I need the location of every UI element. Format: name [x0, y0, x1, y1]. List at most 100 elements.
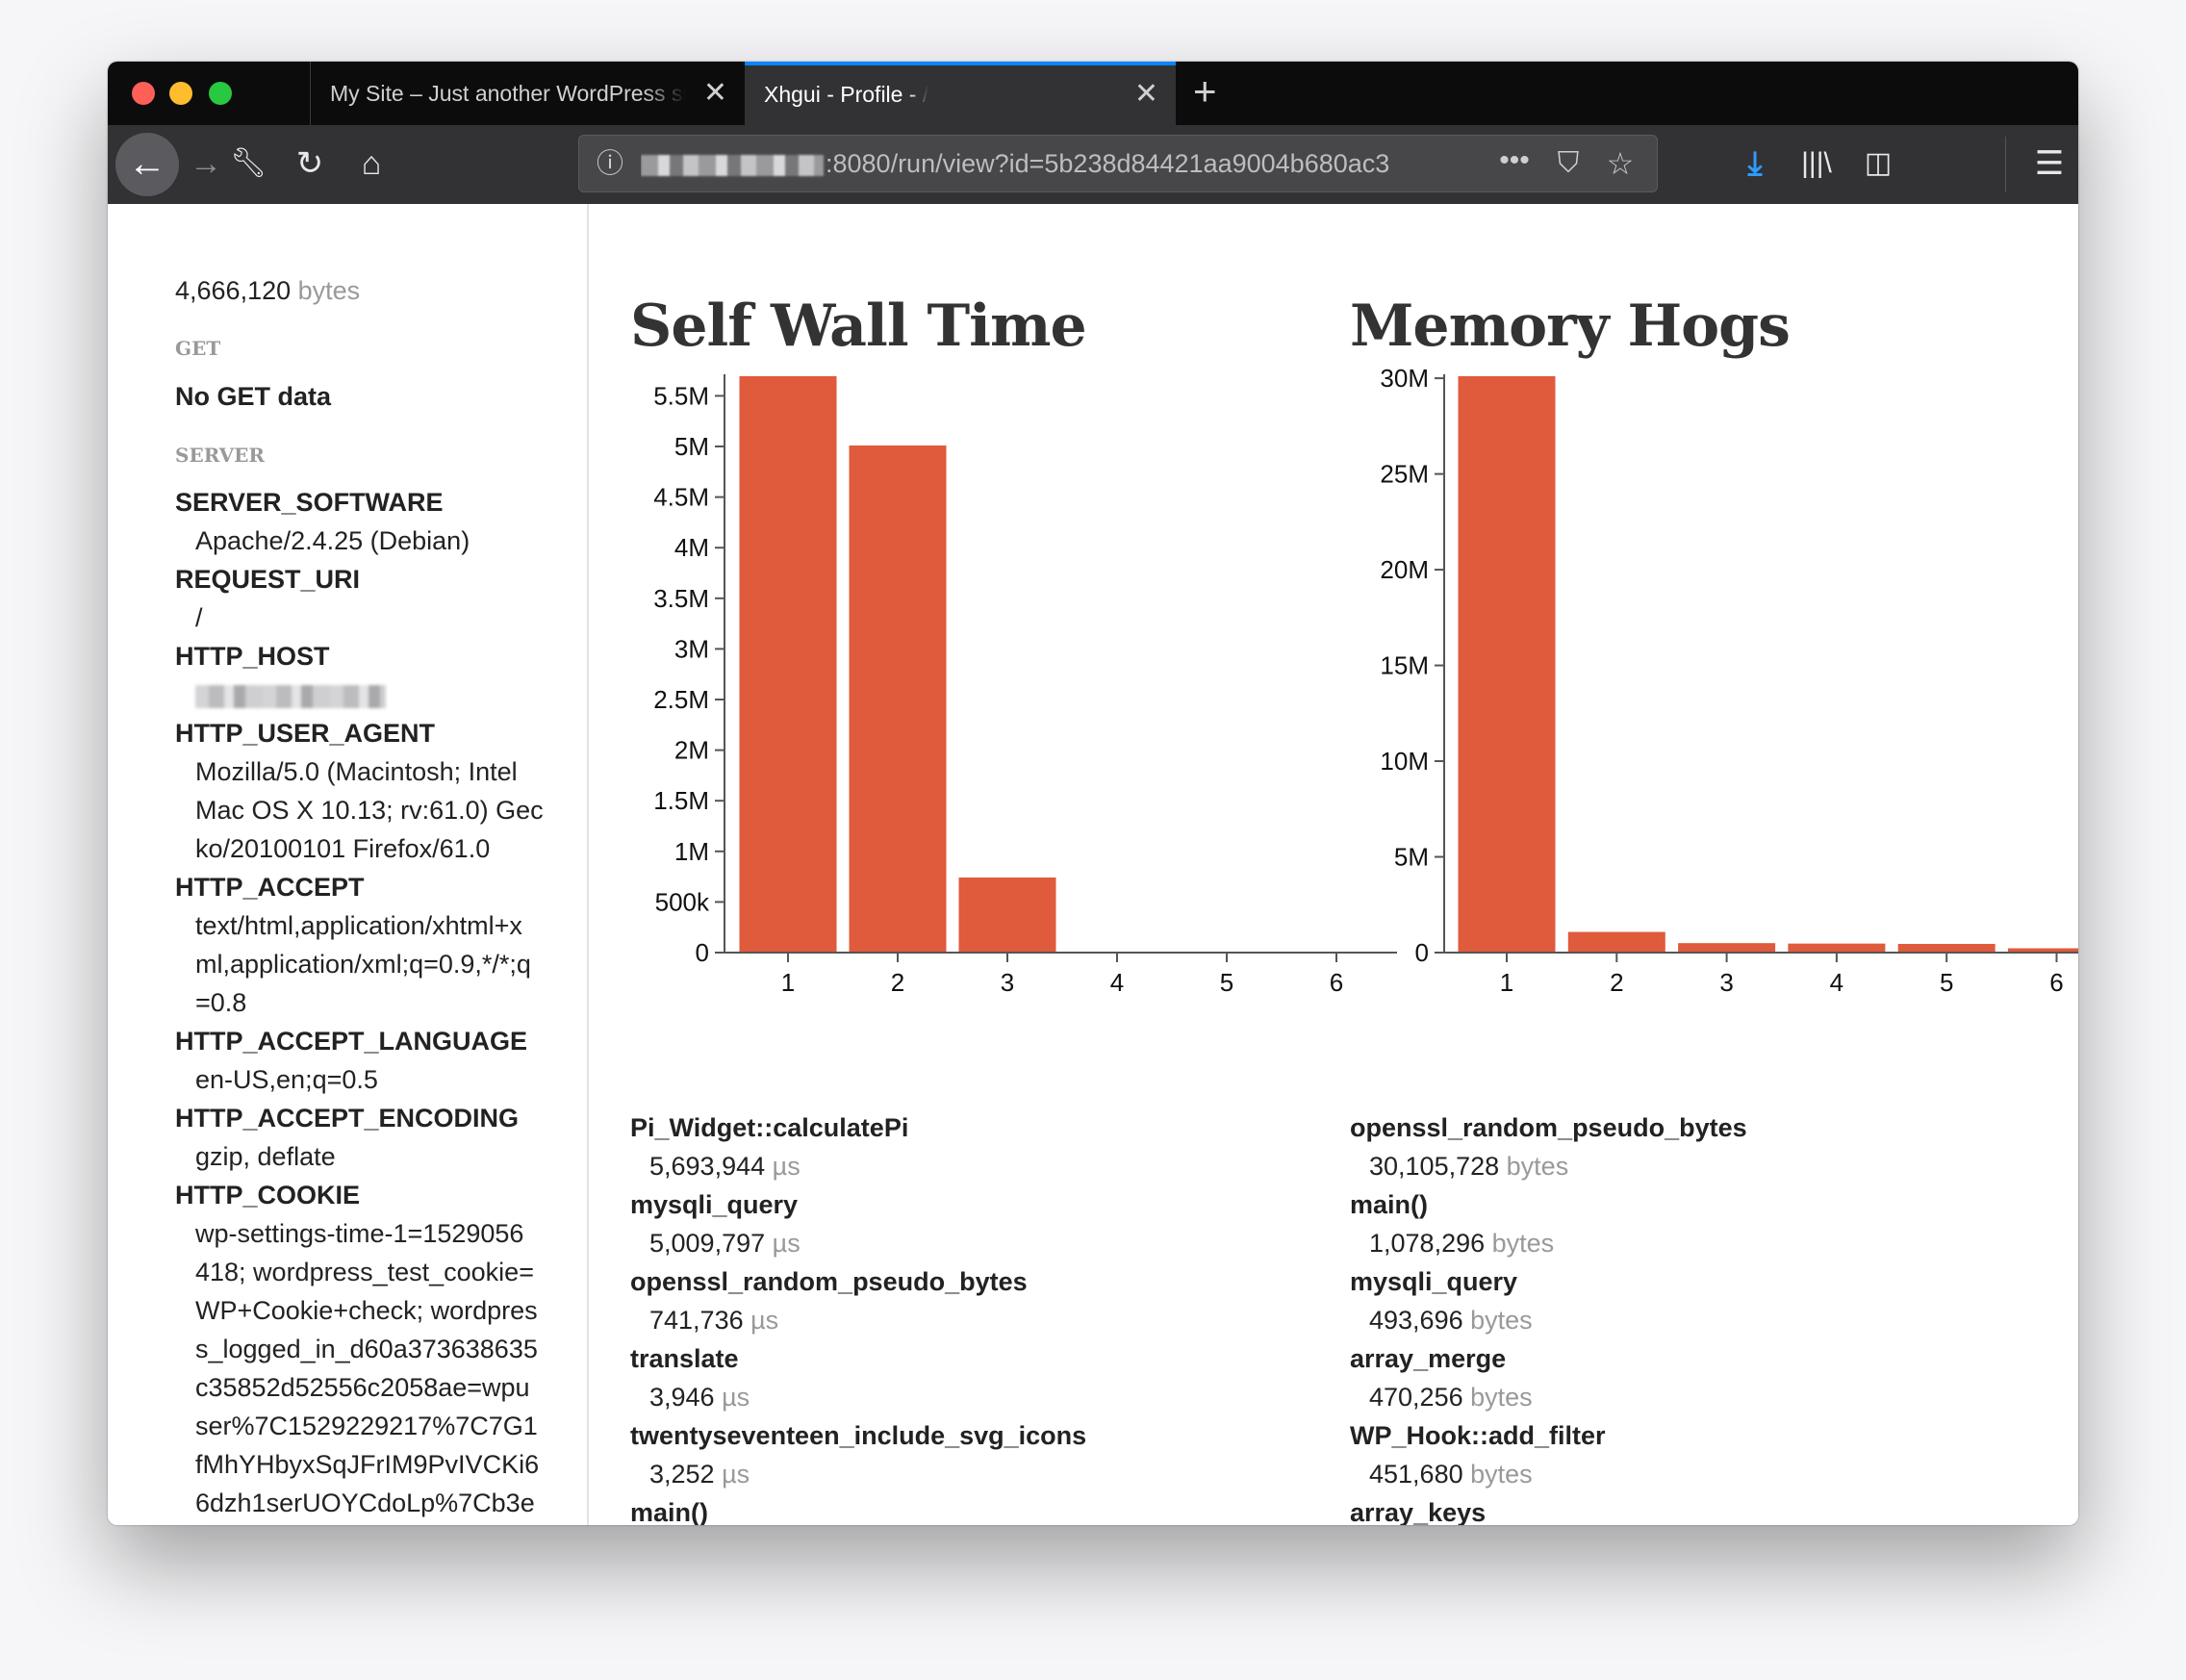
home-icon[interactable]: ⌂	[361, 145, 382, 182]
sidebar-icon[interactable]: ◫	[1864, 147, 1893, 179]
tab-bar: My Site – Just another WordPress site ✕ …	[108, 62, 2078, 125]
tab-my-site[interactable]: My Site – Just another WordPress site ✕	[310, 62, 745, 125]
function-value: 470,256 bytes	[1350, 1378, 1747, 1416]
metric-unit: bytes	[1506, 1152, 1569, 1181]
function-name[interactable]: array_keys	[1350, 1498, 1487, 1525]
server-value: Apache/2.4.25 (Debian)	[195, 526, 470, 555]
y-tick-label: 500k	[655, 887, 710, 916]
bar	[1458, 376, 1556, 953]
bar	[1788, 943, 1886, 953]
server-value: 418; wordpress_test_cookie=	[195, 1258, 534, 1286]
nav-toolbar: ← → 🔧︎ ↻ ⌂ ⓘ :8080/run/view?id=5b238d844…	[108, 125, 2078, 204]
metric-unit: µs	[722, 1383, 750, 1412]
metric-value: 1,078,296	[1369, 1229, 1486, 1258]
function-name[interactable]: array_merge	[1350, 1344, 1507, 1373]
back-icon[interactable]: ←	[115, 133, 179, 196]
memory-usage: 4,666,120 bytes	[175, 271, 360, 310]
y-tick-label: 5M	[674, 432, 709, 461]
memory-hogs-list: openssl_random_pseudo_bytes 30,105,728 by…	[1350, 1108, 1747, 1525]
page-content: 4,666,120 bytes GET No GET data SERVER S…	[108, 204, 2078, 1525]
function-name[interactable]: mysqli_query	[630, 1190, 799, 1219]
redacted-value	[195, 675, 386, 714]
y-tick-label: 25M	[1380, 460, 1429, 489]
server-key: HTTP_HOST	[175, 642, 330, 671]
star-icon[interactable]: ☆	[1606, 146, 1635, 181]
y-tick-label: 1M	[674, 837, 709, 866]
info-icon[interactable]: ⓘ	[596, 148, 623, 178]
close-tab-icon[interactable]: ✕	[1133, 78, 1158, 110]
bar	[739, 376, 837, 953]
metric-value: 5,693,944	[649, 1152, 766, 1181]
server-value: text/html,application/xhtml+x	[195, 911, 522, 940]
y-tick-label: 1.5M	[653, 786, 709, 815]
reload-icon[interactable]: ↻	[295, 145, 324, 182]
server-value: s_logged_in_d60a373638635	[195, 1335, 538, 1363]
new-tab-icon[interactable]: +	[1193, 68, 1217, 114]
more-icon[interactable]: •••	[1499, 144, 1530, 176]
close-tab-icon[interactable]: ✕	[702, 77, 727, 109]
y-tick-label: 20M	[1380, 555, 1429, 584]
address-bar[interactable]: ⓘ :8080/run/view?id=5b238d84421aa9004b68…	[578, 135, 1658, 192]
wall-time-title: Self Wall Time	[630, 293, 1087, 360]
metric-value: 470,256	[1369, 1383, 1463, 1412]
request-sidebar[interactable]: 4,666,120 bytes GET No GET data SERVER S…	[108, 204, 589, 1525]
function-value: 1,078,296 bytes	[1350, 1224, 1747, 1262]
y-tick-label: 3.5M	[653, 584, 709, 613]
y-tick-label: 0	[696, 938, 709, 967]
function-value: 741,736 µs	[630, 1301, 1086, 1339]
function-name[interactable]: Pi_Widget::calculatePi	[630, 1113, 909, 1142]
download-icon[interactable]: ⤓	[1747, 145, 1763, 182]
function-name[interactable]: mysqli_query	[1350, 1267, 1518, 1296]
function-name[interactable]: main()	[1350, 1190, 1428, 1219]
forward-icon[interactable]: →	[190, 145, 222, 182]
server-value: =0.8	[195, 988, 247, 1017]
tab-xhgui-profile[interactable]: Xhgui - Profile - / ✕	[745, 62, 1176, 125]
server-value: wp-settings-time-1=1529056	[195, 1219, 524, 1248]
redacted-host	[641, 154, 824, 176]
server-value: fMhYHbyxSqJFrIM9PvIVCKi6	[195, 1450, 540, 1479]
function-value: 451,680 bytes	[1350, 1455, 1747, 1493]
x-tick-label: 5	[1220, 968, 1233, 997]
menu-icon[interactable]: ☰	[2034, 145, 2065, 182]
y-tick-label: 3M	[674, 634, 709, 663]
metric-value: 30,105,728	[1369, 1152, 1500, 1181]
server-value: /	[195, 603, 203, 632]
x-tick-label: 3	[1001, 968, 1014, 997]
y-tick-label: 10M	[1380, 747, 1429, 776]
memory-hogs-title: Memory Hogs	[1350, 293, 1791, 360]
y-tick-label: 30M	[1380, 364, 1429, 393]
metric-value: 3,946	[649, 1383, 715, 1412]
minimize-window-button[interactable]	[169, 82, 192, 105]
close-window-button[interactable]	[132, 82, 155, 105]
x-tick-label: 2	[1610, 968, 1623, 997]
pocket-icon[interactable]: ⛉	[1557, 147, 1580, 179]
function-name[interactable]: main()	[630, 1498, 708, 1525]
wrench-icon[interactable]: 🔧︎	[229, 147, 267, 179]
library-icon[interactable]: |||\	[1801, 147, 1832, 179]
metric-unit: bytes	[1470, 1460, 1533, 1489]
maximize-window-button[interactable]	[209, 82, 232, 105]
function-name[interactable]: openssl_random_pseudo_bytes	[630, 1267, 1028, 1296]
x-tick-label: 3	[1719, 968, 1733, 997]
function-value: 30,105,728 bytes	[1350, 1147, 1747, 1185]
metric-value: 741,736	[649, 1306, 744, 1335]
function-name[interactable]: WP_Hook::add_filter	[1350, 1421, 1606, 1450]
function-name[interactable]: twentyseventeen_include_svg_icons	[630, 1421, 1087, 1450]
server-key: REQUEST_URI	[175, 565, 361, 594]
function-name[interactable]: openssl_random_pseudo_bytes	[1350, 1113, 1747, 1142]
server-key: HTTP_COOKIE	[175, 1181, 361, 1209]
function-name[interactable]: translate	[630, 1344, 739, 1373]
metric-value: 451,680	[1369, 1460, 1463, 1489]
server-key: SERVER_SOFTWARE	[175, 488, 444, 517]
metric-unit: bytes	[1491, 1229, 1555, 1258]
memory-unit: bytes	[297, 276, 361, 305]
function-value: 5,009,797 µs	[630, 1224, 1086, 1262]
function-value: 3,946 µs	[630, 1378, 1086, 1416]
bar	[958, 877, 1056, 953]
metric-value: 5,009,797	[649, 1229, 766, 1258]
browser-window: My Site – Just another WordPress site ✕ …	[108, 62, 2078, 1525]
x-tick-label: 4	[1110, 968, 1124, 997]
server-value: f5aa29492dea49bddd038ea2	[195, 1522, 535, 1525]
server-key: HTTP_ACCEPT_LANGUAGE	[175, 1027, 528, 1056]
